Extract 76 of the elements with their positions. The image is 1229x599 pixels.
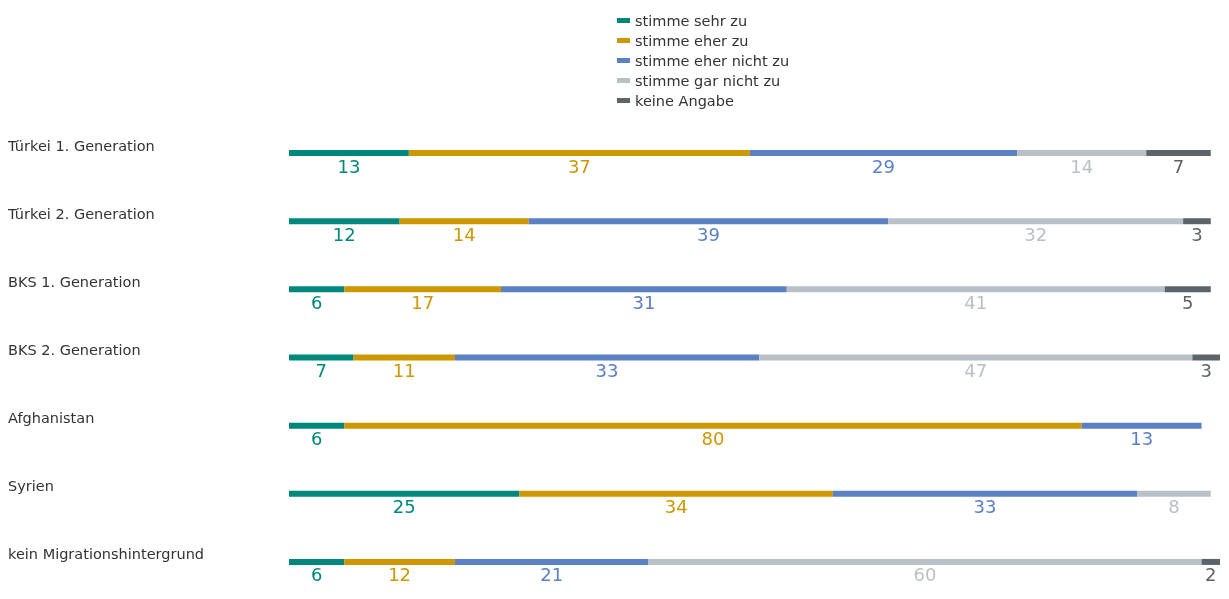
y-tick-label: Türkei 1. Generation (7, 137, 155, 154)
bar (1164, 286, 1211, 293)
y-tick-label: kein Migrationshintergrund (8, 546, 205, 563)
data-label: 2 (1205, 564, 1217, 586)
data-label: 7 (1172, 155, 1185, 177)
data-label: 41 (964, 291, 988, 313)
bar (1183, 218, 1211, 225)
data-label: 8 (1168, 496, 1180, 518)
data-label: 6 (310, 428, 323, 450)
bar (1201, 558, 1220, 565)
bar (1137, 490, 1211, 497)
bar (289, 490, 520, 497)
data-label: 47 (964, 360, 988, 381)
bar (289, 286, 345, 293)
bar (832, 490, 1138, 497)
legend-label: stimme eher zu (635, 32, 749, 49)
y-tick-label: Türkei 2. Generation (7, 205, 155, 222)
bar (344, 422, 1082, 429)
bar (289, 558, 345, 565)
legend-label: keine Angabe (635, 92, 734, 109)
bar (528, 218, 889, 225)
data-label: 34 (664, 496, 688, 518)
bar (1146, 150, 1211, 157)
bar (749, 150, 1018, 157)
bar (454, 354, 760, 361)
bar (353, 354, 455, 361)
data-label: 29 (872, 155, 895, 177)
data-label: 12 (388, 564, 412, 586)
bar (501, 286, 787, 293)
bar (759, 354, 1193, 361)
data-label: 13 (337, 155, 361, 177)
data-label: 14 (452, 223, 476, 245)
data-label: 14 (1070, 155, 1094, 177)
data-label: 13 (1130, 428, 1154, 450)
y-tick-label: Syrien (8, 478, 54, 495)
y-tick-label: Afghanistan (8, 410, 95, 427)
bar (289, 422, 345, 429)
data-label: 6 (310, 564, 323, 586)
data-label: 3 (1191, 223, 1203, 245)
bar (1192, 354, 1220, 361)
data-label: 21 (540, 564, 564, 586)
bar (289, 150, 409, 157)
legend-label: stimme gar nicht zu (635, 72, 781, 89)
legend-label: stimme eher nicht zu (635, 52, 790, 69)
data-label: 6 (310, 291, 323, 313)
data-label: 39 (696, 223, 720, 245)
bar (399, 218, 529, 225)
bar (786, 286, 1165, 293)
data-label: 12 (332, 223, 356, 245)
y-tick-label: BKS 2. Generation (8, 342, 141, 358)
data-label: 5 (1182, 291, 1194, 313)
bar (1017, 150, 1147, 157)
data-label: 17 (411, 291, 435, 313)
bar (888, 218, 1184, 225)
bar (289, 354, 354, 361)
data-label: 33 (595, 360, 619, 381)
data-label: 3 (1200, 360, 1212, 381)
data-label: 37 (567, 155, 591, 177)
legend-label: stimme sehr zu (635, 12, 748, 29)
data-label: 11 (392, 360, 416, 381)
y-tick-label: BKS 1. Generation (8, 273, 141, 290)
data-label: 33 (973, 496, 997, 518)
bar (408, 150, 750, 157)
bar (344, 558, 455, 565)
data-label: 32 (1024, 223, 1048, 245)
bar (454, 558, 649, 565)
bar (1081, 422, 1202, 429)
bar (519, 490, 833, 497)
data-label: 7 (315, 360, 327, 381)
bar (648, 558, 1202, 565)
bar (344, 286, 502, 293)
data-label: 80 (701, 428, 725, 450)
bar (289, 218, 400, 225)
data-label: 31 (632, 291, 656, 313)
data-label: 60 (913, 564, 937, 586)
data-label: 25 (392, 496, 416, 518)
